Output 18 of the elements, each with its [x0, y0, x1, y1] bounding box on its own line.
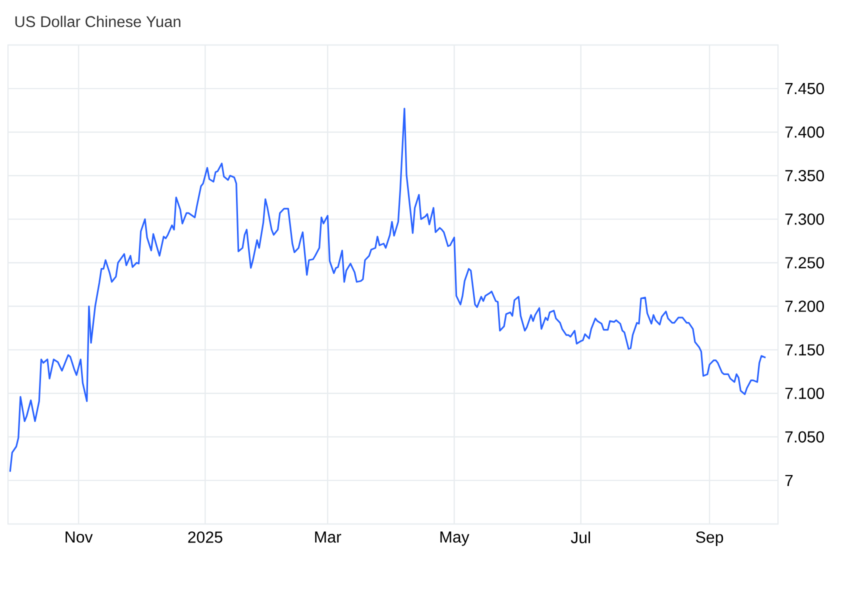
y-tick-label: 7: [785, 474, 793, 486]
y-tick-label: 7.300: [785, 214, 824, 225]
y-tick-label: 7.250: [785, 257, 824, 268]
chart-title: US Dollar Chinese Yuan: [15, 16, 180, 28]
y-tick-label: 7.100: [785, 388, 824, 400]
y-tick-label: 7.200: [785, 300, 824, 312]
x-tick-label: Nov: [66, 532, 93, 543]
x-tick-label: Mar: [315, 532, 342, 543]
y-tick-label: 7.150: [785, 344, 824, 356]
y-tick-label: 7.350: [785, 170, 824, 182]
x-tick-label: 2025: [188, 532, 222, 543]
x-tick-label: May: [440, 532, 470, 546]
line-series: [9, 108, 766, 473]
y-tick-label: 7.450: [785, 82, 824, 94]
y-tick-label: 7.050: [785, 431, 824, 443]
y-tick-label: 7.400: [785, 126, 824, 138]
x-tick-label: Jul: [570, 532, 590, 544]
x-tick-label: Sep: [696, 532, 724, 546]
